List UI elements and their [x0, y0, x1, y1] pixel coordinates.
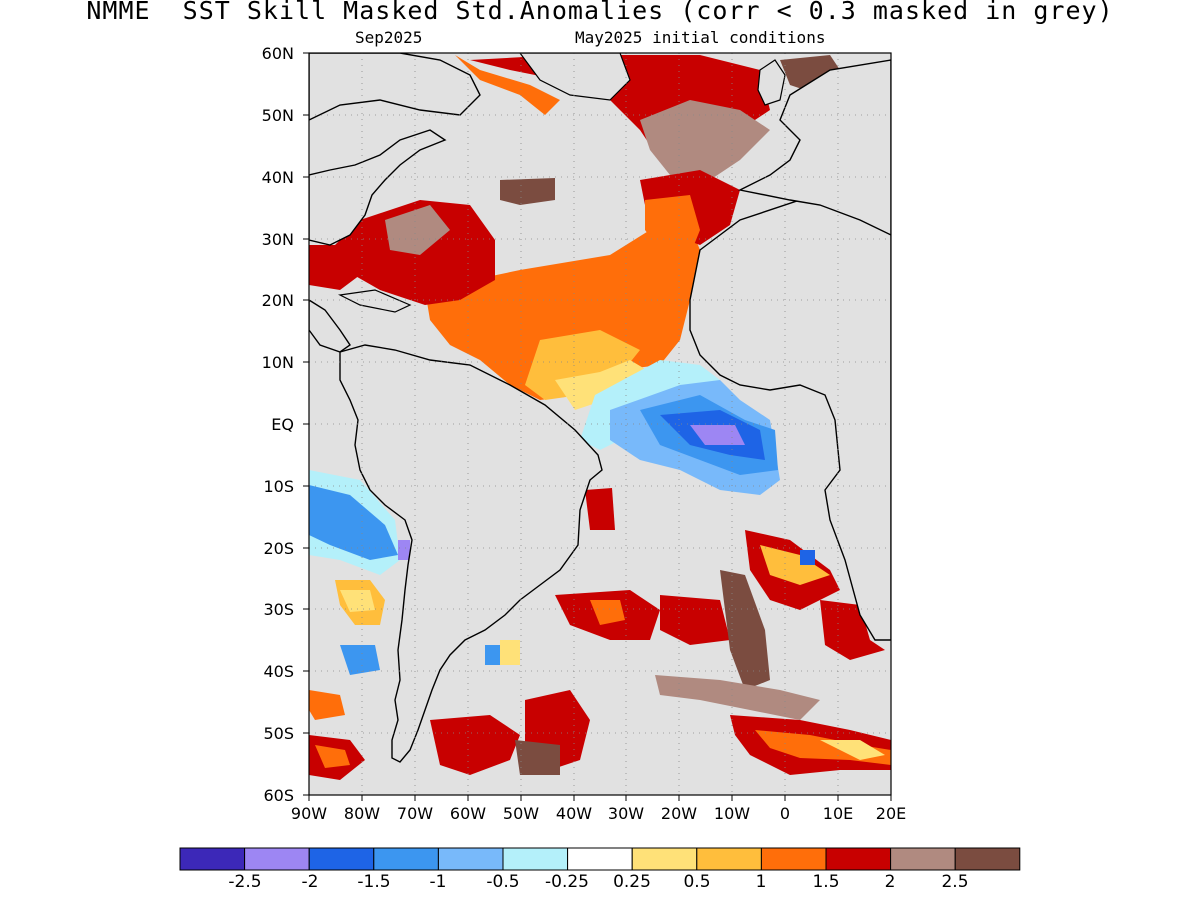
equatorial-cold-purple [690, 425, 745, 445]
colorbar-label: -1 [429, 872, 447, 892]
lon-label-0: 0 [779, 804, 791, 823]
north-america-land [309, 53, 481, 121]
benguela-orange [760, 545, 830, 585]
anomaly-fields [309, 53, 891, 780]
colorbar-swatch [696, 847, 762, 871]
grid-lines [309, 53, 891, 795]
west-atlantic-brown [500, 178, 555, 205]
colorbar-label: -0.25 [545, 872, 589, 892]
lon-label-10e: 10E [822, 804, 854, 823]
drake-passage-orange [315, 745, 350, 768]
argentina-blue [485, 645, 500, 665]
colorbar-swatch [567, 847, 633, 871]
north-atlantic-brown [640, 100, 770, 180]
colorbar-swatch [954, 847, 1021, 871]
south-atlantic-brown-1 [720, 570, 770, 690]
se-pacific-cold-blue [309, 485, 398, 560]
greenland-land [519, 53, 631, 101]
cuba-land [338, 289, 412, 313]
lon-label-20e: 20E [875, 804, 907, 823]
lon-label-80w: 80W [343, 804, 381, 823]
lat-label-eq: EQ [271, 415, 294, 434]
colorbar-swatch [308, 847, 375, 871]
lon-label-40w: 40W [555, 804, 593, 823]
lon-label-20w: 20W [660, 804, 698, 823]
tropical-atlantic-yellow [555, 360, 650, 410]
south-atlantic-red-2 [660, 595, 730, 645]
lat-label-40s: 40S [263, 662, 294, 681]
lat-label-60n: 60N [261, 44, 294, 63]
colorbar-label: 2.5 [941, 872, 969, 892]
colorbar-label: -2 [301, 872, 319, 892]
lon-label-30w: 30W [607, 804, 645, 823]
lon-label-10w: 10W [713, 804, 751, 823]
tropical-atlantic-light-warm [525, 330, 640, 400]
colorbar-label: 1.5 [812, 872, 840, 892]
axis-ticks [303, 52, 892, 801]
patagonia-orange [309, 690, 345, 720]
initial-conditions-label: May2025 initial conditions [575, 28, 826, 47]
lat-label-20s: 20S [263, 539, 294, 558]
europe-land [737, 59, 891, 236]
us-east-coast-land [309, 129, 447, 246]
colorbar-label: 0.5 [683, 872, 711, 892]
brazil-current-red [585, 488, 615, 530]
chile-blue [340, 645, 380, 675]
central-america-land [309, 299, 351, 353]
colorbar-label: 1 [755, 872, 767, 892]
lat-label-10s: 10S [263, 477, 294, 496]
colorbar-swatch [437, 847, 504, 871]
lon-label-70w: 70W [396, 804, 434, 823]
colorbar-swatch [760, 847, 827, 871]
lat-label-20n: 20N [261, 291, 294, 310]
se-pacific-cold-purple [398, 540, 410, 560]
lat-label-60s: 60S [263, 786, 294, 805]
colorbar-label: -2.5 [228, 872, 262, 892]
colorbar-label: 2 [884, 872, 896, 892]
benguela-blue [800, 550, 815, 565]
subtropical-brown [385, 205, 450, 255]
north-atlantic-orange-band [455, 55, 560, 115]
south-atlantic-orange-1 [590, 600, 625, 625]
colorbar-swatch [825, 847, 892, 871]
chile-yellow [340, 590, 375, 612]
colorbar-swatch [631, 847, 698, 871]
lon-label-90w: 90W [290, 804, 328, 823]
map-title: NMME SST Skill Masked Std.Anomalies (cor… [86, 0, 1114, 25]
agulhas-red [820, 600, 885, 660]
lat-label-10n: 10N [261, 353, 294, 372]
lat-label-40n: 40N [261, 168, 294, 187]
lat-label-50n: 50N [261, 106, 294, 125]
colorbar-label: -1.5 [357, 872, 391, 892]
south-america-land [339, 344, 603, 763]
south-atlantic-red-sw [430, 715, 520, 775]
argentina-yellow [500, 640, 520, 665]
northeast-orange [645, 195, 700, 255]
south-atlantic-brown-s [515, 740, 560, 775]
colorbar-swatch [502, 847, 569, 871]
lat-label-50s: 50S [263, 724, 294, 743]
lat-label-30n: 30N [261, 230, 294, 249]
forecast-month-label: Sep2025 [355, 28, 423, 47]
colorbar-label: -0.5 [486, 872, 520, 892]
gulf-of-mexico-red [309, 245, 360, 290]
uk-land [757, 59, 786, 106]
colorbar-swatch [244, 847, 310, 871]
colorbar-label: 0.25 [613, 872, 651, 892]
colorbar [179, 847, 1021, 871]
southern-ocean-yellow [820, 740, 885, 760]
lon-label-60w: 60W [449, 804, 487, 823]
southern-ocean-brown [655, 675, 820, 720]
colorbar-swatch [373, 847, 439, 871]
colorbar-swatch [179, 847, 246, 871]
lon-label-50w: 50W [502, 804, 540, 823]
colorbar-swatch [890, 847, 956, 871]
lat-label-30s: 30S [263, 600, 294, 619]
